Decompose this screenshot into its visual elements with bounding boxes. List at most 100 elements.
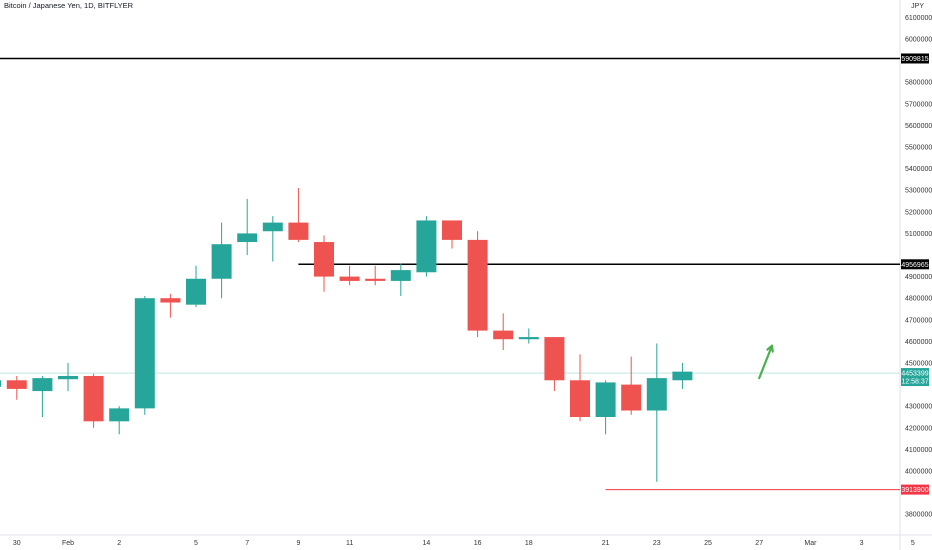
time-tick-label: 18 xyxy=(525,540,533,547)
candle xyxy=(672,363,693,389)
candle-body xyxy=(672,371,693,381)
candle xyxy=(262,216,283,262)
candle-body xyxy=(570,380,590,417)
candle-body xyxy=(288,222,309,240)
chart-title-text: Bitcoin / Japanese Yen, 1D, BITFLYER xyxy=(4,1,134,10)
currency-label: JPY xyxy=(911,3,924,10)
candle-body xyxy=(83,375,104,422)
last-price-tag-text: 4453399 xyxy=(901,371,928,378)
level-price-tag-text: 3913900 xyxy=(901,487,928,494)
chart-title: Bitcoin / Japanese Yen, 1D, BITFLYER xyxy=(4,1,134,10)
price-tick-label: 5600000 xyxy=(905,123,932,130)
price-axis[interactable]: 3800000 4000000 4100000 4200000 4300000 45000… xyxy=(905,15,932,519)
candle-body xyxy=(339,276,360,281)
candle xyxy=(416,216,437,277)
level-price-tag xyxy=(901,484,929,495)
time-tick-label: 14 xyxy=(423,540,431,547)
candle xyxy=(570,354,590,422)
price-tick-label: 5700000 xyxy=(905,101,932,108)
candle-body xyxy=(6,380,27,389)
price-tick-label: 6100000 xyxy=(905,15,932,22)
candle-body xyxy=(518,337,539,340)
time-axis[interactable]: 30 Feb 2 5 7 9 11 14 16 18 21 23 25 27 Mar 3 5 xyxy=(13,540,915,547)
time-tick-label: 7 xyxy=(245,540,249,547)
time-tick-label: Mar xyxy=(804,540,817,547)
price-tick-label: 4900000 xyxy=(905,274,932,281)
candle-body xyxy=(442,220,462,240)
candle xyxy=(314,235,334,292)
time-tick-label: 23 xyxy=(653,540,661,547)
price-tick-label: 5800000 xyxy=(905,80,932,87)
candle-body xyxy=(365,278,386,281)
candle-body xyxy=(621,384,642,411)
candle xyxy=(83,373,104,428)
time-tick-label: Feb xyxy=(62,540,74,547)
price-tick-label: 5300000 xyxy=(905,188,932,195)
time-tick-label: 5 xyxy=(911,540,915,547)
candle-body xyxy=(160,298,181,303)
candle xyxy=(646,343,667,482)
price-tick-label: 5400000 xyxy=(905,166,932,173)
candle xyxy=(160,293,181,318)
last-price-tag xyxy=(901,368,929,387)
candle xyxy=(493,313,514,351)
price-tick-label: 6000000 xyxy=(905,37,932,44)
candles xyxy=(0,188,693,482)
candle xyxy=(288,188,309,243)
overlay xyxy=(758,344,774,380)
horizontal-levels xyxy=(0,57,900,491)
level-price-tag-text: 4956965 xyxy=(901,262,928,269)
level-price-tag xyxy=(901,53,929,64)
price-tick-label: 5100000 xyxy=(905,231,932,238)
candle xyxy=(595,380,616,435)
candle-body xyxy=(211,244,232,279)
time-tick-label: 21 xyxy=(602,540,610,547)
price-tick-label: 4300000 xyxy=(905,404,932,411)
price-tick-label: 5500000 xyxy=(905,145,932,152)
time-tick-label: 2 xyxy=(117,540,121,547)
candle xyxy=(58,363,78,392)
candle-body xyxy=(0,380,2,387)
time-tick-label: 25 xyxy=(704,540,712,547)
up-arrow-head xyxy=(766,344,774,353)
time-tick-label: 5 xyxy=(194,540,198,547)
candle-body xyxy=(595,382,616,417)
price-tick-label: 4100000 xyxy=(905,447,932,454)
candle xyxy=(339,265,360,286)
candle-body xyxy=(134,298,155,409)
candle xyxy=(544,337,565,392)
countdown-tag-text: 12:58:37 xyxy=(901,379,928,386)
price-tick-label: 5200000 xyxy=(905,209,932,216)
time-tick-label: 11 xyxy=(346,540,353,547)
candle-body xyxy=(493,330,514,340)
price-tick-label: 4700000 xyxy=(905,317,932,324)
candle xyxy=(467,231,488,338)
candle xyxy=(32,375,53,417)
price-tick-label: 4500000 xyxy=(905,361,932,368)
time-tick-label: 9 xyxy=(296,540,300,547)
candle xyxy=(237,198,258,255)
candle-body xyxy=(109,408,130,422)
candle-body xyxy=(186,278,206,305)
candle-body xyxy=(58,375,78,380)
time-tick-label: 27 xyxy=(755,540,763,547)
candle xyxy=(0,380,2,387)
candle-body xyxy=(544,337,565,381)
up-arrow-shaft xyxy=(758,344,774,380)
price-tick-label: 4200000 xyxy=(905,425,932,432)
price-tick-label: 4000000 xyxy=(905,469,932,476)
candle xyxy=(6,375,27,400)
level-price-tag-text: 5909815 xyxy=(901,56,928,63)
candle-body xyxy=(262,222,283,232)
candle xyxy=(365,265,386,286)
candle-body xyxy=(416,220,437,273)
candle-body xyxy=(32,378,53,392)
candle xyxy=(518,328,539,344)
price-tick-label: 4600000 xyxy=(905,339,932,346)
candle-body xyxy=(237,233,258,243)
price-tick-label: 4800000 xyxy=(905,296,932,303)
candle-body xyxy=(390,270,411,281)
level-price-tag xyxy=(901,259,929,270)
